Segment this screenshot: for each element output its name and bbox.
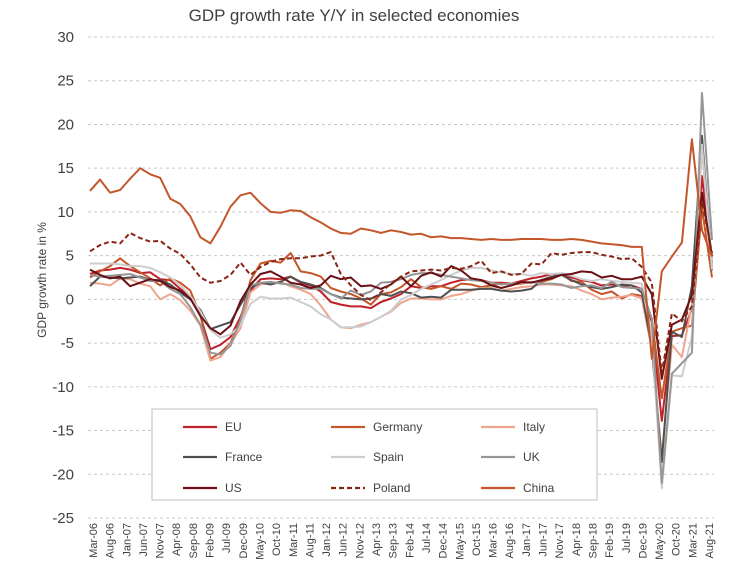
x-tick-label: Dec-19	[637, 523, 649, 558]
y-tick-label: -20	[52, 466, 74, 483]
legend: EU Germany Italy France Spain UK US Poland China	[151, 408, 598, 501]
series-line-italy	[89, 147, 713, 457]
x-tick-label: Dec-09	[238, 523, 250, 558]
series-lines	[89, 92, 713, 490]
legend-label: EU	[225, 420, 242, 434]
x-tick-label: Feb-19	[604, 523, 616, 558]
x-tick-label: Sep-18	[587, 523, 599, 558]
y-axis-label: GDP growth rate in %	[35, 222, 49, 338]
x-tick-label: May-20	[654, 523, 666, 560]
x-tick-label: Oct-20	[671, 523, 683, 556]
x-tick-label: Sep-08	[188, 523, 200, 558]
x-tick-label: Aug-11	[304, 523, 316, 558]
x-axis-ticks: Mar-06 Aug-06 Jan-07 Jun-07 Nov-07 Apr-08 Sep-…	[88, 523, 716, 560]
x-tick-label: Mar-11	[288, 523, 300, 557]
legend-label: China	[523, 481, 555, 495]
x-tick-label: Jun-07	[138, 523, 150, 557]
legend-box	[151, 408, 598, 501]
x-tick-label: Nov-07	[155, 523, 167, 558]
x-tick-label: Jan-12	[321, 523, 333, 557]
y-tick-label: 0	[66, 291, 74, 308]
x-tick-label: Nov-17	[554, 523, 566, 558]
x-tick-label: Feb-09	[205, 523, 217, 558]
y-tick-label: -5	[61, 335, 74, 352]
x-tick-label: Aug-21	[704, 523, 716, 558]
series-line-spain	[90, 143, 713, 490]
legend-label: France	[225, 450, 263, 464]
series-line-germany	[89, 207, 713, 400]
legend-label: Spain	[373, 450, 404, 464]
x-tick-label: Dec-14	[438, 523, 450, 558]
x-tick-label: Apr-13	[371, 523, 383, 556]
y-tick-label: 15	[57, 160, 74, 177]
y-tick-label: 25	[57, 73, 74, 90]
y-tick-label: 20	[57, 116, 74, 133]
x-tick-label: Oct-10	[271, 523, 283, 556]
x-tick-label: Mar-06	[88, 523, 100, 558]
x-tick-label: Jun-12	[338, 523, 350, 557]
series-line-poland	[89, 200, 713, 374]
legend-label: Germany	[373, 420, 422, 434]
legend-label: Poland	[373, 481, 410, 495]
x-tick-label: Jan-17	[521, 523, 533, 557]
x-tick-label: Apr-18	[571, 523, 583, 556]
y-tick-label: 30	[57, 29, 74, 46]
x-tick-label: Aug-06	[105, 523, 117, 558]
x-tick-label: Jul-14	[421, 523, 433, 553]
legend-label: Italy	[523, 420, 545, 434]
y-tick-label: -25	[52, 510, 74, 527]
x-tick-label: Aug-16	[504, 523, 516, 558]
y-tick-label: 5	[66, 248, 74, 265]
series-line-uk	[89, 92, 713, 484]
x-tick-label: Mar-16	[488, 523, 500, 558]
y-tick-label: -15	[52, 423, 74, 440]
x-tick-label: Apr-08	[171, 523, 183, 556]
x-tick-label: Jan-07	[121, 523, 133, 557]
y-tick-label: -10	[52, 379, 74, 396]
x-tick-label: Jul-09	[221, 523, 233, 553]
x-tick-label: Oct-15	[471, 523, 483, 556]
series-line-china	[89, 138, 713, 360]
x-tick-label: Nov-12	[354, 523, 366, 558]
x-tick-label: May-15	[454, 523, 466, 560]
legend-label: US	[225, 481, 242, 495]
chart-title: GDP growth rate Y/Y in selected economie…	[189, 6, 520, 25]
x-tick-label: May-10	[254, 523, 266, 560]
x-tick-label: Jul-19	[621, 523, 633, 553]
x-tick-label: Jun-17	[538, 523, 550, 557]
x-tick-label: Feb-14	[404, 523, 416, 558]
x-tick-label: Sep-13	[388, 523, 400, 558]
y-axis-ticks: 30 25 20 15 10 5 0 -5 -10 -15 -20 -25	[52, 29, 74, 527]
x-tick-label: Mar-21	[687, 523, 699, 558]
legend-label: UK	[523, 450, 540, 464]
y-tick-label: 10	[57, 204, 74, 221]
